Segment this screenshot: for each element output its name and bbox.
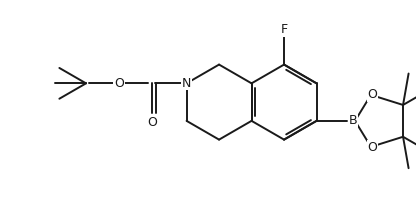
Text: O: O [114, 77, 124, 90]
Text: B: B [349, 114, 357, 127]
Text: O: O [147, 116, 157, 128]
Text: O: O [367, 141, 377, 154]
Text: O: O [367, 88, 377, 101]
Text: F: F [280, 23, 287, 36]
Text: N: N [182, 77, 191, 90]
